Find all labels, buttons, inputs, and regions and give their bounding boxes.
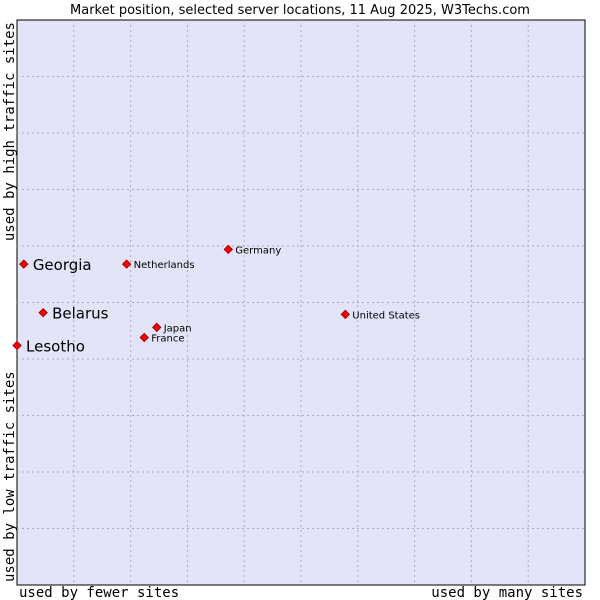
point-france: France [139,332,184,345]
x-axis-label-high: used by many sites [431,585,583,600]
grid-lines [17,20,585,585]
point-lesotho: Lesotho [12,337,85,355]
point-georgia: Georgia [19,256,92,274]
point-marker-germany [223,244,234,255]
point-united-states: United States [340,309,420,321]
y-axis-label-low: used by low traffic sites [2,371,18,582]
point-label-lesotho: Lesotho [26,337,85,355]
point-netherlands: Netherlands [121,259,195,271]
point-germany: Germany [223,244,281,256]
point-label-georgia: Georgia [33,256,92,274]
point-label-germany: Germany [235,245,281,256]
x-axis-label-low: used by fewer sites [19,585,179,600]
point-marker-united-states [340,309,351,320]
point-marker-netherlands [121,259,132,269]
point-marker-belarus [38,307,48,318]
point-japan: Japan [152,322,192,334]
point-label-japan: Japan [163,323,192,334]
y-axis-label-high: used by high traffic sites [2,22,18,241]
point-label-united-states: United States [352,310,420,321]
point-marker-georgia [19,259,29,269]
chart-title: Market position, selected server locatio… [70,3,530,18]
point-label-belarus: Belarus [52,305,109,323]
point-label-france: France [151,334,184,345]
point-marker-japan [152,322,162,333]
point-marker-france [139,332,149,343]
data-points: Georgia Belarus Lesotho Netherlands Germany J… [12,244,420,355]
point-label-netherlands: Netherlands [134,260,195,271]
point-marker-lesotho [12,340,22,351]
point-belarus: Belarus [38,305,109,323]
